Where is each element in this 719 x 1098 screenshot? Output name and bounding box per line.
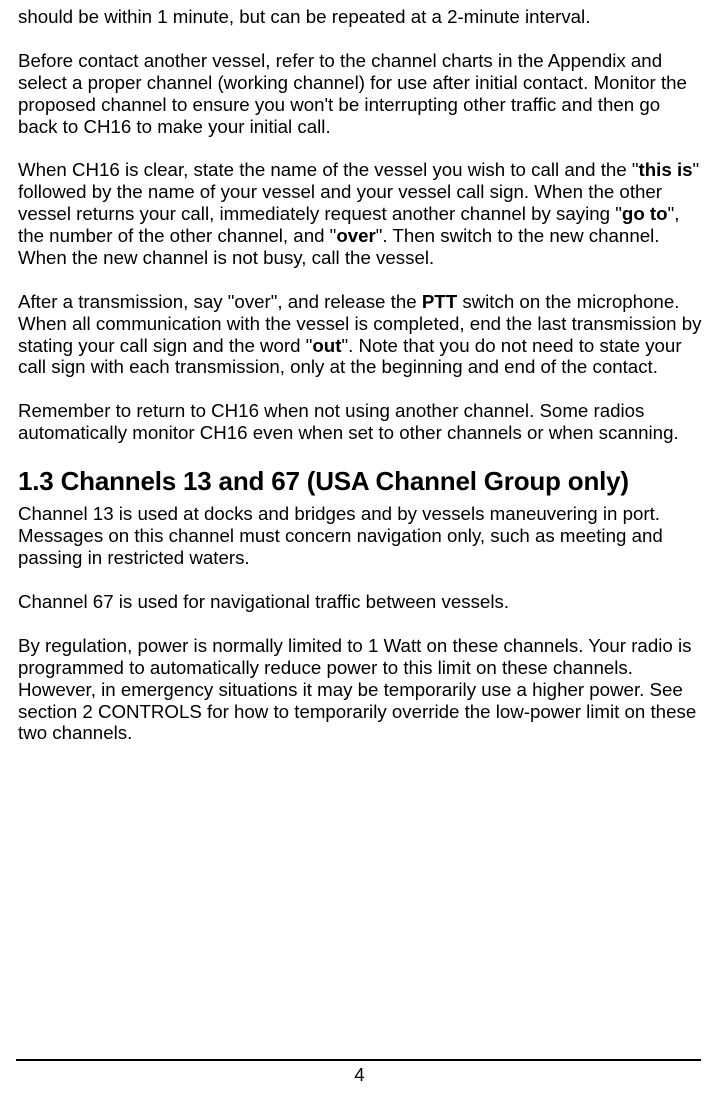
bold-text: this is <box>639 159 693 180</box>
bold-text: over <box>336 225 375 246</box>
paragraph: Channel 67 is used for navigational traf… <box>18 591 703 613</box>
text-run: When CH16 is clear, state the name of th… <box>18 159 639 180</box>
footer-rule <box>16 1059 701 1061</box>
paragraph: Remember to return to CH16 when not usin… <box>18 400 703 444</box>
paragraph: By regulation, power is normally limited… <box>18 635 703 744</box>
bold-text: PTT <box>422 291 457 312</box>
text-run: After a transmission, say "over", and re… <box>18 291 422 312</box>
body-text-block: should be within 1 minute, but can be re… <box>18 6 703 744</box>
paragraph: After a transmission, say "over", and re… <box>18 291 703 379</box>
page-number: 4 <box>0 1064 719 1086</box>
document-page: should be within 1 minute, but can be re… <box>0 0 719 1098</box>
bold-text: go to <box>622 203 668 224</box>
paragraph: Before contact another vessel, refer to … <box>18 50 703 138</box>
bold-text: out <box>312 335 341 356</box>
paragraph: When CH16 is clear, state the name of th… <box>18 159 703 268</box>
section-heading: 1.3 Channels 13 and 67 (USA Channel Grou… <box>18 466 703 496</box>
paragraph: should be within 1 minute, but can be re… <box>18 6 703 28</box>
paragraph: Channel 13 is used at docks and bridges … <box>18 503 703 569</box>
